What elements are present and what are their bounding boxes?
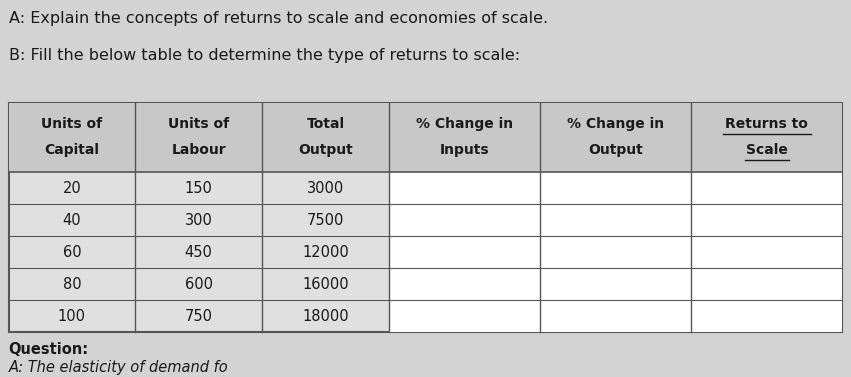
Text: Scale: Scale — [746, 143, 788, 157]
Text: Capital: Capital — [44, 143, 100, 157]
Text: 12000: 12000 — [302, 245, 349, 260]
Text: % Change in: % Change in — [416, 117, 513, 131]
Text: 40: 40 — [63, 213, 81, 228]
Text: Labour: Labour — [171, 143, 226, 157]
Text: 16000: 16000 — [302, 277, 349, 292]
Text: 3000: 3000 — [307, 181, 344, 196]
Text: Total: Total — [306, 117, 345, 131]
Text: 750: 750 — [185, 309, 213, 324]
Text: A: The elasticity of demand fo: A: The elasticity of demand fo — [9, 360, 228, 375]
Text: 20: 20 — [62, 181, 82, 196]
Text: 100: 100 — [58, 309, 86, 324]
Text: 300: 300 — [185, 213, 213, 228]
Text: % Change in: % Change in — [567, 117, 665, 131]
Text: B: Fill the below table to determine the type of returns to scale:: B: Fill the below table to determine the… — [9, 48, 520, 63]
Text: Output: Output — [588, 143, 643, 157]
Text: A: Explain the concepts of returns to scale and economies of scale.: A: Explain the concepts of returns to sc… — [9, 11, 548, 26]
Text: 150: 150 — [185, 181, 213, 196]
Text: Question:: Question: — [9, 342, 89, 357]
Text: Inputs: Inputs — [440, 143, 489, 157]
Text: 7500: 7500 — [307, 213, 344, 228]
Text: 450: 450 — [185, 245, 213, 260]
Text: Returns to: Returns to — [725, 117, 808, 131]
Text: 600: 600 — [185, 277, 213, 292]
Text: 60: 60 — [63, 245, 81, 260]
Text: 18000: 18000 — [302, 309, 349, 324]
Text: Units of: Units of — [168, 117, 229, 131]
Text: Units of: Units of — [42, 117, 102, 131]
Text: 80: 80 — [63, 277, 81, 292]
Text: Output: Output — [298, 143, 353, 157]
